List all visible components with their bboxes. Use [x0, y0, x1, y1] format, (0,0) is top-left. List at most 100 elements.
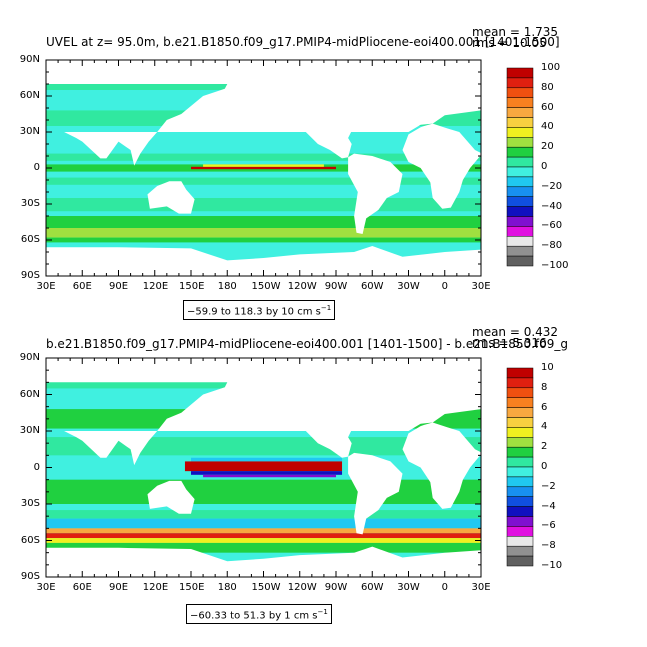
mean-stat: mean = 0.432 — [472, 325, 559, 339]
y-tick-label: 30N — [19, 425, 40, 436]
x-tick-label: 90W — [324, 582, 348, 593]
range-note-text: −60.33 to 51.3 by 1 cm s — [190, 610, 318, 622]
continent-america-south — [348, 153, 403, 234]
chart-panel-1: UVEL at z= 95.0m, b.e21.B1850.f09_g17.PM… — [0, 0, 647, 321]
colorbar-segment — [506, 146, 534, 158]
colorbar-segment — [506, 137, 534, 148]
colorbar-label: 0 — [541, 461, 548, 472]
velocity-band — [46, 237, 481, 243]
equatorial-undercurrent — [191, 166, 336, 170]
y-tick-label: 30S — [20, 498, 40, 509]
colorbar-label: 60 — [541, 101, 554, 113]
x-tick-label: 120E — [142, 281, 169, 292]
colorbar-segment — [506, 437, 534, 448]
x-tick-label: 60E — [72, 281, 92, 292]
range-note: −60.33 to 51.3 by 1 cm s−1 — [186, 604, 332, 625]
colorbar-segment — [506, 176, 534, 188]
colorbar-label: 6 — [541, 401, 548, 413]
y-tick-label: 30N — [19, 126, 40, 137]
x-tick-label: 0 — [441, 281, 448, 292]
continent-greenland — [372, 365, 421, 395]
colorbar-segment — [506, 397, 534, 408]
continent-antarctica — [46, 546, 481, 577]
colorbar-segment — [506, 407, 534, 418]
colorbar-segment — [506, 367, 534, 379]
chart-title: b.e21.B1850.f09_g17.PMIP4-midPliocene-eo… — [46, 337, 569, 351]
colorbar-segment — [506, 236, 534, 247]
colorbar-segment — [506, 67, 534, 79]
x-tick-label: 0 — [441, 582, 448, 593]
colorbar-segment — [506, 117, 534, 128]
colorbar-segment — [506, 377, 534, 389]
continent-australia — [147, 480, 195, 514]
range-unit-sup: −1 — [317, 608, 328, 616]
equatorial-band — [203, 474, 336, 478]
continent-australia — [147, 181, 195, 214]
colorbar-segment — [506, 486, 534, 497]
colorbar-label: −10 — [541, 560, 563, 571]
velocity-band — [46, 538, 481, 543]
velocity-band — [46, 198, 481, 212]
map-plot — [45, 59, 534, 277]
x-tick-label: 30E — [36, 582, 56, 593]
chart-title: UVEL at z= 95.0m, b.e21.B1850.f09_g17.PM… — [46, 35, 560, 49]
y-tick-label: 60N — [19, 388, 40, 400]
y-tick-label: 90N — [19, 352, 40, 363]
colorbar-label: −8 — [541, 540, 556, 552]
colorbar-segment — [506, 526, 534, 537]
y-tick-label: 0 — [33, 461, 40, 473]
y-tick-label: 90S — [20, 270, 40, 281]
colorbar-segment — [506, 466, 534, 478]
x-tick-label: 30W — [397, 281, 420, 292]
x-tick-label: 150W — [251, 281, 281, 292]
colorbar-label: −80 — [541, 240, 563, 252]
colorbar-segment — [506, 506, 534, 517]
equatorial-band — [203, 164, 324, 167]
colorbar-segment — [506, 255, 534, 267]
velocity-band — [46, 437, 481, 456]
colorbar-label: 4 — [541, 421, 548, 433]
velocity-band — [46, 542, 481, 553]
x-tick-label: 150W — [251, 582, 281, 593]
x-tick-label: 90W — [324, 281, 348, 292]
y-tick-label: 30S — [20, 198, 40, 209]
map-plot — [45, 357, 534, 578]
range-note-text: −59.9 to 118.3 by 10 cm s — [187, 306, 321, 318]
x-tick-label: 150E — [179, 582, 205, 593]
y-tick-label: 60N — [19, 90, 40, 101]
y-tick-label: 60S — [20, 234, 40, 245]
colorbar-segment — [506, 156, 534, 168]
colorbar-label: 40 — [541, 121, 554, 133]
x-tick-label: 60E — [72, 582, 92, 593]
colorbar-segment — [506, 446, 534, 458]
continent-america-north — [239, 69, 379, 159]
x-tick-label: 180 — [217, 281, 237, 292]
equatorial-band — [191, 457, 343, 462]
colorbar-segment — [506, 536, 534, 547]
velocity-band — [46, 479, 481, 504]
colorbar-label: −6 — [541, 520, 556, 532]
y-tick-label: 90N — [19, 54, 40, 65]
colorbar-segment — [506, 555, 534, 567]
x-tick-label: 30W — [397, 582, 420, 593]
colorbar-label: 20 — [541, 141, 554, 153]
colorbar-segment — [506, 476, 534, 488]
continent-america-south — [348, 452, 403, 535]
equatorial-undercurrent — [184, 461, 343, 472]
equatorial-band — [191, 471, 343, 475]
colorbar-segment — [506, 196, 534, 207]
colorbar-segment — [506, 226, 534, 237]
x-tick-label: 120W — [287, 582, 317, 593]
colorbar-segment — [506, 417, 534, 428]
colorbar-label: −60 — [541, 220, 563, 232]
colorbar-label: −40 — [541, 200, 563, 212]
mean-stat: mean = 1.735 — [472, 25, 559, 39]
colorbar-label: 0 — [541, 161, 548, 172]
rms-stat: rms = 10.05 — [472, 36, 547, 50]
x-tick-label: 60W — [360, 582, 384, 593]
velocity-band — [46, 216, 481, 228]
continent-greenland — [372, 67, 421, 96]
colorbar-label: 80 — [541, 81, 554, 93]
colorbar-label: −2 — [541, 480, 556, 492]
continent-america-north — [239, 367, 379, 458]
